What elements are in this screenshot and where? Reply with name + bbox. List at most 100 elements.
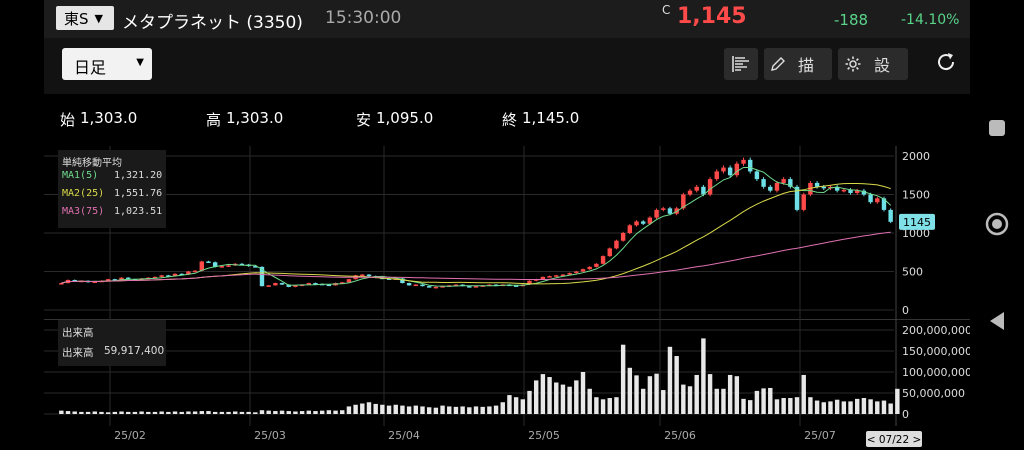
volume-bar bbox=[774, 399, 780, 414]
candle-body bbox=[366, 274, 372, 277]
current-date-tag bbox=[866, 431, 922, 447]
refresh-icon[interactable] bbox=[934, 50, 958, 74]
volume-bar bbox=[580, 372, 586, 414]
candle-body bbox=[540, 276, 546, 280]
candle-body bbox=[554, 275, 559, 277]
ma2-label: MA2(25) bbox=[62, 188, 105, 199]
market-selector[interactable]: 東S ▼ bbox=[56, 6, 114, 30]
caret-down-icon: ▼ bbox=[94, 11, 103, 25]
candle-body bbox=[748, 159, 753, 172]
volume-bar bbox=[333, 410, 338, 414]
candle-body bbox=[654, 209, 659, 218]
ma3-label: MA3(75) bbox=[62, 206, 105, 217]
back-icon[interactable] bbox=[988, 311, 1006, 331]
indicator-list-button[interactable] bbox=[724, 48, 758, 80]
volume-bar bbox=[279, 410, 285, 414]
settings-button[interactable]: 設定 bbox=[838, 48, 908, 80]
volume-bar bbox=[533, 380, 539, 414]
volume-bar bbox=[239, 411, 245, 414]
x-tick-label: 25/05 bbox=[528, 429, 560, 442]
price-change: -188 bbox=[834, 11, 869, 29]
volume-bar bbox=[139, 411, 144, 414]
volume-bar bbox=[453, 406, 459, 414]
volume-bar bbox=[65, 411, 71, 414]
volume-title: 出来高 bbox=[62, 327, 94, 339]
candle-body bbox=[199, 261, 204, 271]
volume-bar bbox=[788, 398, 793, 414]
candle-body bbox=[727, 167, 733, 176]
candle-body bbox=[172, 273, 178, 277]
current-date-label: < 07/22 > bbox=[867, 434, 922, 446]
volume-bar bbox=[828, 401, 833, 414]
close-mark: C bbox=[662, 3, 671, 17]
volume-bar bbox=[814, 400, 820, 414]
candle-body bbox=[473, 286, 479, 288]
candle-body bbox=[306, 283, 312, 285]
volume-bar bbox=[192, 411, 198, 414]
candle-body bbox=[112, 279, 118, 281]
candle-body bbox=[159, 275, 164, 277]
draw-label: 描画 bbox=[798, 56, 823, 75]
volume-bar bbox=[721, 388, 726, 414]
volume-bar bbox=[373, 403, 378, 414]
draw-button[interactable]: 描画 bbox=[764, 48, 832, 80]
volume-bar bbox=[875, 401, 880, 414]
volume-bar bbox=[172, 411, 178, 414]
volume-bar bbox=[507, 395, 512, 414]
app-window: 東S ▼ メタプラネット (3350) 15:30:00 C 1,145 -18… bbox=[44, 0, 970, 450]
candle-body bbox=[420, 284, 425, 287]
volume-tick-label: 50,000,000 bbox=[902, 387, 965, 400]
volume-bar bbox=[199, 411, 204, 414]
volume-bar bbox=[834, 399, 840, 414]
candle-body bbox=[166, 275, 171, 277]
candle-body bbox=[855, 190, 860, 193]
volume-bar bbox=[654, 373, 659, 414]
volume-tick-label: 200,000,000 bbox=[902, 324, 970, 337]
recents-icon[interactable] bbox=[988, 119, 1006, 137]
candle-body bbox=[814, 182, 820, 187]
high-value: 1,303.0 bbox=[226, 109, 284, 127]
volume-bar bbox=[527, 390, 532, 414]
candle-body bbox=[239, 263, 245, 266]
candle-body bbox=[440, 286, 445, 288]
candle-body bbox=[714, 171, 719, 180]
volume-bar bbox=[400, 405, 405, 414]
candle-body bbox=[888, 209, 893, 222]
volume-bar bbox=[587, 388, 592, 414]
volume-bar bbox=[607, 398, 612, 414]
volume-bar bbox=[855, 398, 860, 414]
volume-bar bbox=[734, 376, 740, 414]
volume-bar bbox=[640, 388, 646, 414]
period-label: 日足 bbox=[74, 58, 107, 77]
x-tick-label: 25/04 bbox=[388, 429, 420, 442]
volume-bar bbox=[286, 411, 291, 414]
candle-body bbox=[647, 217, 653, 224]
volume-bar bbox=[694, 374, 699, 414]
candle-body bbox=[253, 266, 258, 268]
volume-bar bbox=[386, 405, 392, 414]
volume-bar bbox=[206, 411, 211, 414]
volume-bar bbox=[667, 346, 673, 414]
volume-bar bbox=[447, 406, 452, 414]
volume-bar bbox=[326, 410, 332, 414]
volume-bar bbox=[821, 402, 826, 414]
gear-icon bbox=[845, 56, 861, 72]
price-chart[interactable]: 25/02 25/03 25/04 25/05 25/06 25/07 2000 1500 10… bbox=[44, 146, 970, 450]
volume-bar bbox=[500, 402, 505, 414]
volume-bar bbox=[493, 405, 499, 414]
candle-body bbox=[400, 278, 405, 284]
quote-time: 15:30:00 bbox=[325, 8, 402, 28]
volume-tick-label: 150,000,000 bbox=[902, 345, 970, 358]
period-selector[interactable]: 日足 ▼ bbox=[62, 48, 152, 80]
volume-bar bbox=[313, 411, 318, 414]
volume-bar bbox=[681, 384, 686, 414]
candle-body bbox=[781, 179, 786, 183]
volume-bar bbox=[340, 410, 345, 414]
list-lines-icon bbox=[732, 56, 749, 72]
candle-body bbox=[286, 284, 291, 287]
home-icon[interactable] bbox=[985, 212, 1009, 236]
price-tick-label: 500 bbox=[902, 266, 923, 279]
volume-bar bbox=[554, 382, 559, 414]
volume-bar bbox=[748, 400, 753, 414]
volume-bar bbox=[868, 399, 873, 414]
